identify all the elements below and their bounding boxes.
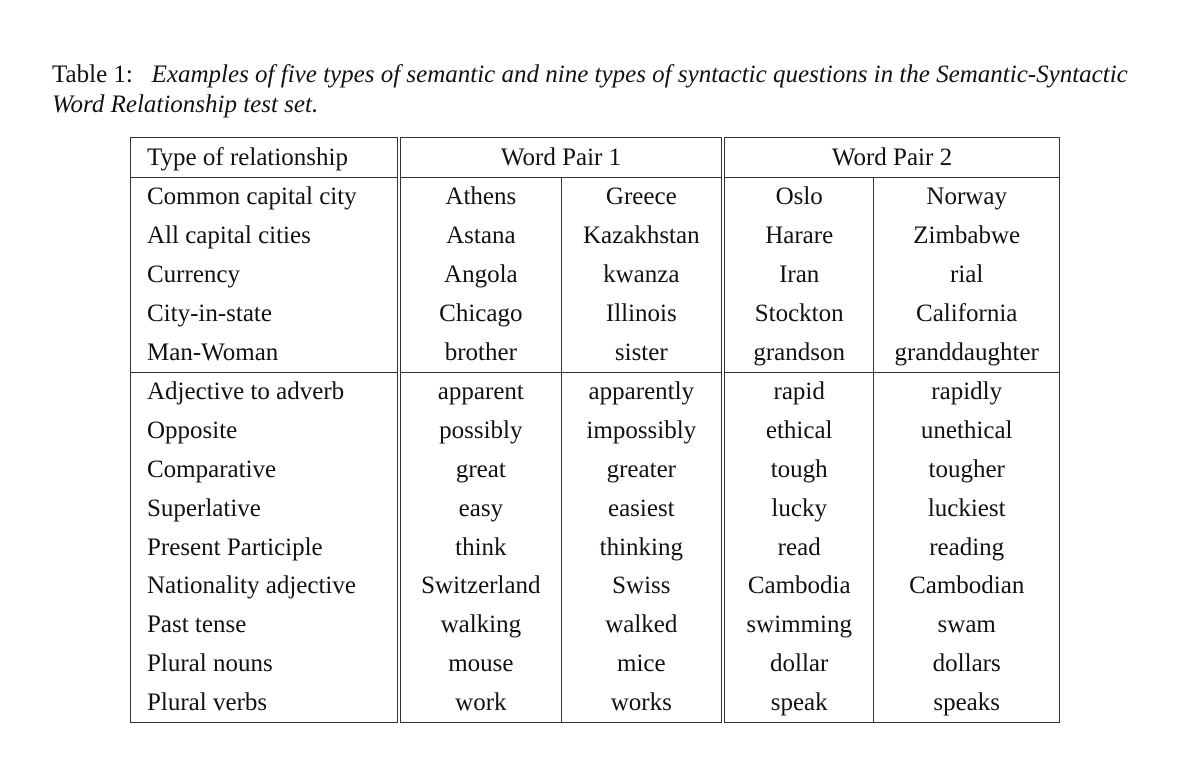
word-pair-1-second-cell: greater — [561, 450, 725, 490]
header-type-of-relationship: Type of relationship — [130, 137, 402, 178]
word-pair-2-second-cell: rial — [950, 260, 984, 288]
relationship-type-cell: Superlative — [130, 489, 402, 529]
table-row: City-in-state Chicago Illinois Stockton Cali… — [130, 294, 1060, 334]
table-row: Present Participle think thinking read readi… — [130, 528, 1060, 567]
header-word-pair-1: Word Pair 1 — [399, 137, 725, 178]
word-pair-1-second-cell: apparently — [561, 371, 725, 412]
word-pair-2-second-cell: rapidly — [873, 371, 1060, 412]
word-pair-2-first-cell: grandson — [723, 333, 875, 373]
word-pair-2-second-cell: California — [916, 299, 1018, 327]
word-pair-1-first-cell: Athens — [399, 177, 562, 217]
relationship-type-cell: Nationality adjective — [130, 566, 402, 606]
word-pair-1-second-cell: impossibly — [561, 411, 725, 451]
word-pair-1-first-cell: work — [399, 683, 562, 723]
word-pair-1-first-cell: brother — [399, 333, 562, 373]
word-pair-1-first-cell: Astana — [399, 216, 562, 256]
relationship-type-cell: Common capital city — [130, 177, 402, 217]
relationship-type-cell: Adjective to adverb — [130, 371, 402, 412]
word-pair-1-first-cell: possibly — [399, 411, 562, 451]
word-pair-2-second-cell: unethical — [920, 417, 1013, 445]
relationship-type-cell: All capital cities — [130, 216, 402, 256]
word-pair-2-first-cell: swimming — [723, 605, 875, 645]
table-row: All capital cities Astana Kazakhstan Harare… — [130, 216, 1060, 256]
word-pair-1-second-cell: thinking — [561, 528, 725, 567]
word-pair-2-second-cell: speaks — [933, 688, 1001, 716]
table-row: Comparative great greater tough tougher — [130, 450, 1060, 490]
relationship-type-cell: Man-Woman — [130, 333, 402, 373]
word-pair-1-second-cell: kwanza — [561, 255, 725, 295]
header-word-pair-2: Word Pair 2 — [723, 137, 1060, 178]
word-pair-1-first-cell: mouse — [399, 644, 562, 684]
table-row: Plural verbs work works speak speaks — [130, 683, 1060, 723]
word-pair-2-second-cell: dollars — [932, 649, 1001, 677]
table-header-row: Type of relationship Word Pair 1 Word Pa… — [130, 137, 1060, 178]
caption-text: Examples of five types of semantic and n… — [52, 61, 1128, 118]
table-row: Plural nouns mouse mice dollar dollars — [130, 644, 1060, 684]
word-pair-2-second-cell: Zimbabwe — [913, 222, 1021, 250]
relationship-type-cell: Past tense — [130, 605, 402, 645]
word-pair-2-first-cell: ethical — [723, 411, 875, 451]
word-pair-1-first-cell: Chicago — [399, 294, 562, 334]
word-pair-2-second-cell: swam — [937, 611, 996, 639]
relationship-type-cell: Present Participle — [130, 528, 402, 567]
word-pair-2-first-cell: dollar — [723, 644, 875, 684]
word-pair-2-second-cell: tougher — [928, 455, 1005, 483]
relationship-type-cell: Opposite — [130, 411, 402, 451]
word-pair-1-first-cell: apparent — [399, 371, 562, 412]
table-row: Nationality adjective Switzerland Swiss Cam… — [130, 566, 1060, 606]
word-pair-2-second-cell: granddaughter — [894, 338, 1039, 366]
word-pair-1-second-cell: Greece — [561, 177, 725, 217]
word-pair-2-first-cell: Cambodia — [723, 566, 875, 606]
word-pair-1-second-cell: walked — [561, 605, 725, 645]
relationship-type-cell: Plural nouns — [130, 644, 402, 684]
table-row: Adjective to adverb apparent apparently rap… — [130, 371, 1060, 412]
word-pair-2-second-cell: luckiest — [927, 494, 1006, 522]
word-pair-1-second-cell: Swiss — [561, 566, 725, 606]
syntactic-rows: Adjective to adverb apparent apparently rap… — [130, 371, 1060, 723]
table-row: Common capital city Athens Greece Oslo Norwa… — [130, 177, 1060, 217]
relationship-type-cell: Plural verbs — [130, 683, 402, 723]
word-pair-1-second-cell: Illinois — [561, 294, 725, 334]
word-pair-2-second-cell: Norway — [926, 183, 1007, 211]
word-pair-1-first-cell: Angola — [399, 255, 562, 295]
table-row: Superlative easy easiest lucky luckiest — [130, 489, 1060, 529]
table-row: Past tense walking walked swimming swam — [130, 605, 1060, 645]
word-pair-2-first-cell: read — [723, 528, 875, 567]
semantic-rows: Common capital city Athens Greece Oslo Norwa… — [130, 177, 1060, 373]
table-caption: Table 1: Examples of five types of seman… — [52, 60, 1142, 120]
word-pair-1-second-cell: mice — [561, 644, 725, 684]
word-pair-1-first-cell: great — [399, 450, 562, 490]
word-pair-2-first-cell: speak — [723, 683, 875, 723]
word-relationship-table: Type of relationship Word Pair 1 Word Pa… — [130, 137, 1060, 724]
word-pair-1-second-cell: Kazakhstan — [561, 216, 725, 256]
word-pair-1-second-cell: easiest — [561, 489, 725, 529]
word-pair-2-first-cell: lucky — [723, 489, 875, 529]
word-pair-2-first-cell: Oslo — [723, 177, 875, 217]
word-pair-2-second-cell: reading — [929, 533, 1005, 561]
relationship-type-cell: Currency — [130, 255, 402, 295]
table-row: Man-Woman brother sister grandson granddaugh… — [130, 333, 1060, 373]
table-row: Currency Angola kwanza Iran rial — [130, 255, 1060, 295]
word-pair-2-first-cell: Stockton — [723, 294, 875, 334]
word-pair-2-first-cell: rapid — [723, 371, 875, 412]
word-pair-1-first-cell: think — [399, 528, 562, 567]
relationship-type-cell: Comparative — [130, 450, 402, 490]
table-row: Opposite possibly impossibly ethical unethic… — [130, 411, 1060, 451]
caption-label: Table 1: — [52, 61, 133, 88]
word-pair-1-first-cell: Switzerland — [399, 566, 562, 606]
word-pair-1-first-cell: easy — [399, 489, 562, 529]
word-pair-1-second-cell: works — [561, 683, 725, 723]
relationship-type-cell: City-in-state — [130, 294, 402, 334]
word-pair-2-first-cell: tough — [723, 450, 875, 490]
word-pair-2-first-cell: Harare — [723, 216, 875, 256]
word-pair-1-second-cell: sister — [561, 333, 725, 373]
word-pair-2-first-cell: Iran — [723, 255, 875, 295]
word-pair-1-first-cell: walking — [399, 605, 562, 645]
word-pair-2-second-cell: Cambodian — [909, 572, 1025, 600]
